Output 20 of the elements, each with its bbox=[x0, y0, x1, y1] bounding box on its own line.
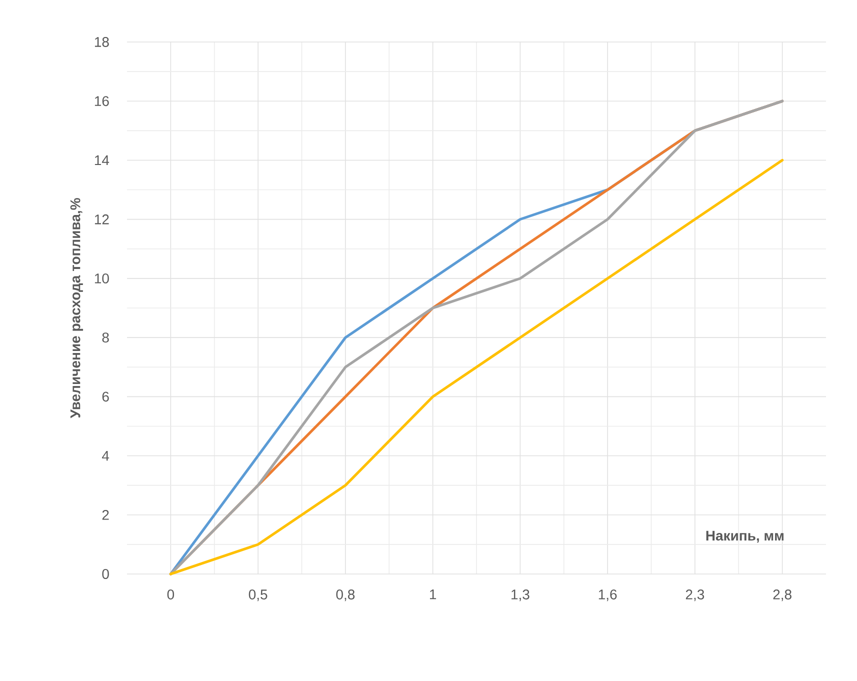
y-tick-label: 12 bbox=[94, 214, 109, 224]
x-tick-label: 0,5 bbox=[248, 590, 268, 602]
x-tick-label: 2,3 bbox=[686, 590, 704, 602]
x-tick-label: 1,6 bbox=[598, 590, 617, 602]
y-tick-label: 8 bbox=[102, 332, 109, 343]
x-tick-label: 2,8 bbox=[773, 590, 792, 602]
x-tick-label: 1,3 bbox=[512, 590, 530, 602]
x-tick-label: 1 bbox=[430, 590, 436, 600]
x-axis-title: Накипь, мм bbox=[706, 530, 784, 543]
y-tick-label: 4 bbox=[102, 450, 110, 461]
x-tick-label: 0,8 bbox=[336, 590, 355, 602]
y-tick-label: 2 bbox=[102, 510, 109, 520]
y-tick-label: 0 bbox=[102, 569, 109, 579]
y-tick-label: 16 bbox=[94, 96, 109, 106]
y-tick-label: 10 bbox=[94, 273, 109, 284]
x-tick-label: 0 bbox=[167, 590, 174, 600]
y-tick-label: 18 bbox=[94, 37, 109, 47]
y-tick-label: 6 bbox=[102, 392, 109, 402]
y-axis-title: Увеличение расхода топлива,% bbox=[70, 198, 84, 418]
y-tick-label: 14 bbox=[94, 155, 110, 166]
